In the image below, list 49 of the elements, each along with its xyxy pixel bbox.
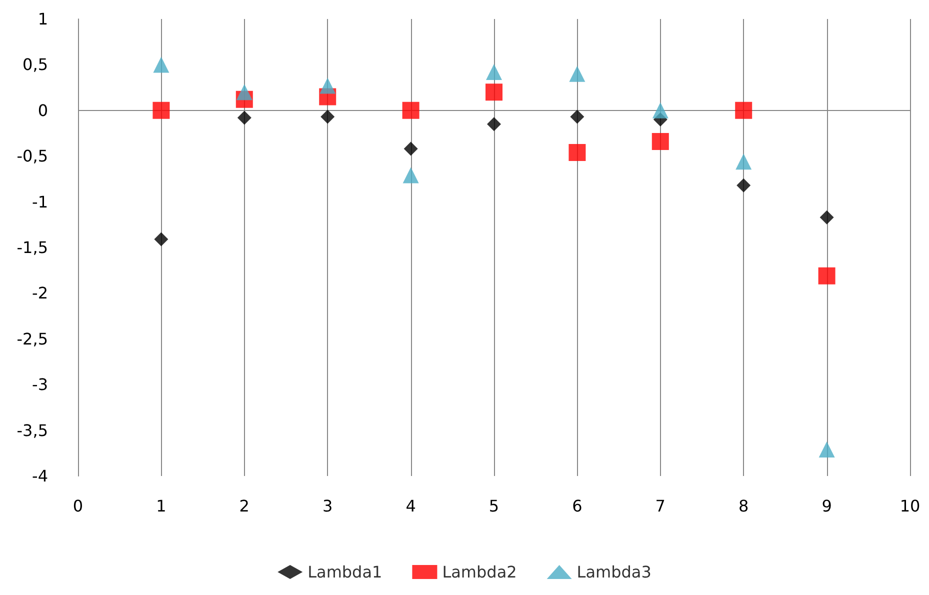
y-tick-label: 0,5 (22, 55, 48, 74)
point (404, 142, 418, 156)
x-tick-label: 7 (655, 496, 666, 516)
point (237, 110, 252, 125)
point (487, 117, 501, 132)
y-tick-label: -1,5 (16, 238, 48, 257)
point (818, 441, 835, 458)
point (736, 154, 752, 170)
x-tick-label: 9 (822, 496, 832, 516)
point (818, 267, 836, 284)
x-tick-label: 0 (72, 496, 84, 516)
point (153, 56, 170, 73)
point (486, 84, 502, 101)
x-tick-label: 6 (572, 496, 582, 516)
y-tick-label: -3,5 (16, 420, 48, 440)
x-tick-label: 8 (738, 496, 749, 516)
point (320, 110, 335, 124)
x-tick-label: 2 (239, 496, 250, 516)
legend-label: Lambda3 (576, 562, 652, 582)
point (568, 144, 586, 161)
y-tick-label: -3 (32, 375, 48, 394)
x-tick-label: 4 (406, 496, 416, 516)
y-tick-label: -2,5 (16, 329, 48, 348)
legend-label: Lambda1 (308, 562, 382, 582)
legend-label: Lambda2 (442, 562, 517, 582)
x-tick-label: 5 (488, 496, 500, 516)
point (570, 110, 584, 124)
point (320, 78, 336, 94)
x-tick-label: 10 (900, 496, 920, 516)
point (402, 102, 420, 119)
x-tick-label: 1 (156, 496, 166, 516)
y-tick-label: 0 (38, 100, 48, 120)
y-tick-label: -1 (32, 192, 48, 212)
y-tick-label: -4 (32, 466, 48, 486)
point (154, 232, 168, 246)
point (152, 102, 170, 119)
point (486, 64, 502, 80)
y-tick-label: -0,5 (16, 146, 48, 166)
y-tick-label: 1 (38, 10, 48, 28)
point (652, 102, 668, 118)
point (736, 178, 751, 192)
point (652, 132, 669, 150)
point (569, 66, 586, 82)
x-tick-label: 3 (322, 496, 333, 516)
point (820, 210, 834, 224)
point (236, 84, 252, 100)
y-tick-label: -2 (32, 284, 48, 303)
point (735, 102, 752, 119)
point (402, 167, 419, 184)
